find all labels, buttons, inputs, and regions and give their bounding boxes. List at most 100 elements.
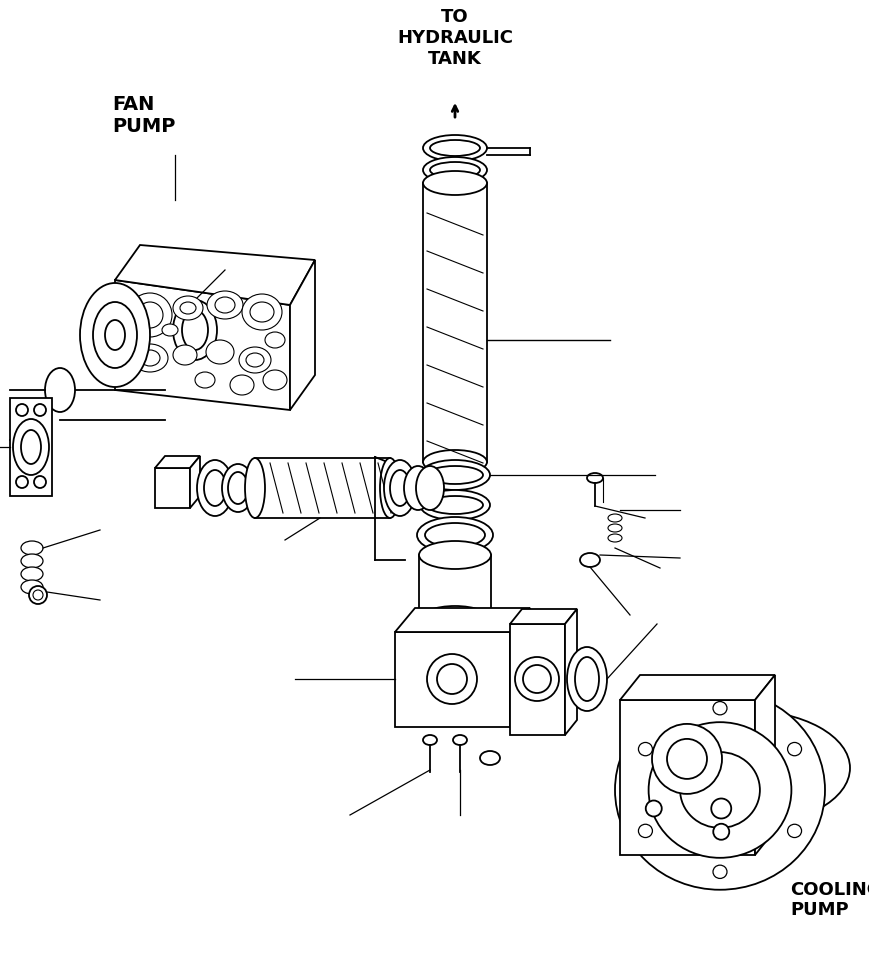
Ellipse shape xyxy=(567,647,607,711)
Ellipse shape xyxy=(423,135,487,161)
Ellipse shape xyxy=(206,340,234,364)
Ellipse shape xyxy=(419,606,491,634)
Ellipse shape xyxy=(437,664,467,694)
Ellipse shape xyxy=(380,458,400,518)
Ellipse shape xyxy=(423,171,487,195)
Ellipse shape xyxy=(16,404,28,416)
Ellipse shape xyxy=(787,825,801,838)
Ellipse shape xyxy=(453,735,467,745)
Ellipse shape xyxy=(680,752,760,828)
Ellipse shape xyxy=(16,476,28,488)
Bar xyxy=(620,700,755,855)
Ellipse shape xyxy=(239,347,271,373)
Ellipse shape xyxy=(204,470,226,506)
Ellipse shape xyxy=(390,470,410,506)
Ellipse shape xyxy=(423,157,487,183)
Polygon shape xyxy=(395,608,530,632)
Ellipse shape xyxy=(105,320,125,350)
Ellipse shape xyxy=(417,517,493,553)
Ellipse shape xyxy=(230,375,254,395)
Ellipse shape xyxy=(13,419,49,475)
Ellipse shape xyxy=(173,345,197,365)
Ellipse shape xyxy=(33,590,43,600)
Polygon shape xyxy=(115,280,290,410)
Ellipse shape xyxy=(587,473,603,483)
Bar xyxy=(10,398,52,496)
Ellipse shape xyxy=(21,430,41,464)
Ellipse shape xyxy=(34,404,46,416)
Ellipse shape xyxy=(182,310,208,350)
Polygon shape xyxy=(510,608,530,727)
Ellipse shape xyxy=(242,294,282,330)
Ellipse shape xyxy=(430,140,480,156)
Ellipse shape xyxy=(263,370,287,390)
Ellipse shape xyxy=(128,293,172,337)
Ellipse shape xyxy=(245,458,265,518)
Ellipse shape xyxy=(580,553,600,567)
Ellipse shape xyxy=(197,460,233,516)
Ellipse shape xyxy=(430,162,480,178)
Polygon shape xyxy=(565,609,577,735)
Ellipse shape xyxy=(93,302,137,368)
Text: COOLING
PUMP: COOLING PUMP xyxy=(790,880,869,920)
Polygon shape xyxy=(290,260,315,410)
Polygon shape xyxy=(190,456,200,508)
Ellipse shape xyxy=(137,302,163,328)
Bar xyxy=(395,632,510,727)
Ellipse shape xyxy=(246,353,264,367)
Ellipse shape xyxy=(80,283,150,387)
Ellipse shape xyxy=(215,297,235,313)
Ellipse shape xyxy=(713,824,729,840)
Ellipse shape xyxy=(140,350,160,366)
Ellipse shape xyxy=(425,523,485,547)
Ellipse shape xyxy=(21,554,43,568)
Ellipse shape xyxy=(427,496,483,514)
Ellipse shape xyxy=(228,472,248,504)
Bar xyxy=(510,624,565,735)
Ellipse shape xyxy=(195,372,215,388)
Ellipse shape xyxy=(648,722,792,858)
Polygon shape xyxy=(620,675,775,700)
Ellipse shape xyxy=(265,332,285,348)
Ellipse shape xyxy=(180,302,196,314)
Ellipse shape xyxy=(207,291,243,319)
Ellipse shape xyxy=(639,825,653,838)
Ellipse shape xyxy=(652,724,722,794)
Ellipse shape xyxy=(480,751,500,765)
Polygon shape xyxy=(115,245,315,305)
Ellipse shape xyxy=(787,743,801,755)
Ellipse shape xyxy=(222,464,254,512)
Ellipse shape xyxy=(384,460,416,516)
Ellipse shape xyxy=(420,460,490,490)
Ellipse shape xyxy=(711,799,731,819)
Ellipse shape xyxy=(713,702,727,715)
Ellipse shape xyxy=(21,541,43,555)
Ellipse shape xyxy=(427,654,477,704)
Ellipse shape xyxy=(608,514,622,522)
Ellipse shape xyxy=(162,324,178,336)
Ellipse shape xyxy=(21,567,43,581)
Polygon shape xyxy=(755,675,775,855)
Ellipse shape xyxy=(173,300,217,360)
Ellipse shape xyxy=(420,490,490,520)
Ellipse shape xyxy=(423,735,437,745)
Ellipse shape xyxy=(515,657,559,701)
Polygon shape xyxy=(155,456,200,468)
Ellipse shape xyxy=(640,710,850,825)
Ellipse shape xyxy=(132,344,168,372)
Text: TO
HYDRAULIC
TANK: TO HYDRAULIC TANK xyxy=(397,9,513,68)
Ellipse shape xyxy=(713,865,727,878)
Ellipse shape xyxy=(575,657,599,701)
Ellipse shape xyxy=(667,739,707,779)
Ellipse shape xyxy=(416,466,444,510)
Ellipse shape xyxy=(404,466,432,510)
Ellipse shape xyxy=(608,524,622,532)
Ellipse shape xyxy=(21,580,43,594)
Ellipse shape xyxy=(34,476,46,488)
Ellipse shape xyxy=(427,466,483,484)
Ellipse shape xyxy=(608,534,622,542)
Polygon shape xyxy=(510,609,577,624)
Ellipse shape xyxy=(419,541,491,569)
Bar xyxy=(155,468,190,508)
Ellipse shape xyxy=(646,801,662,817)
